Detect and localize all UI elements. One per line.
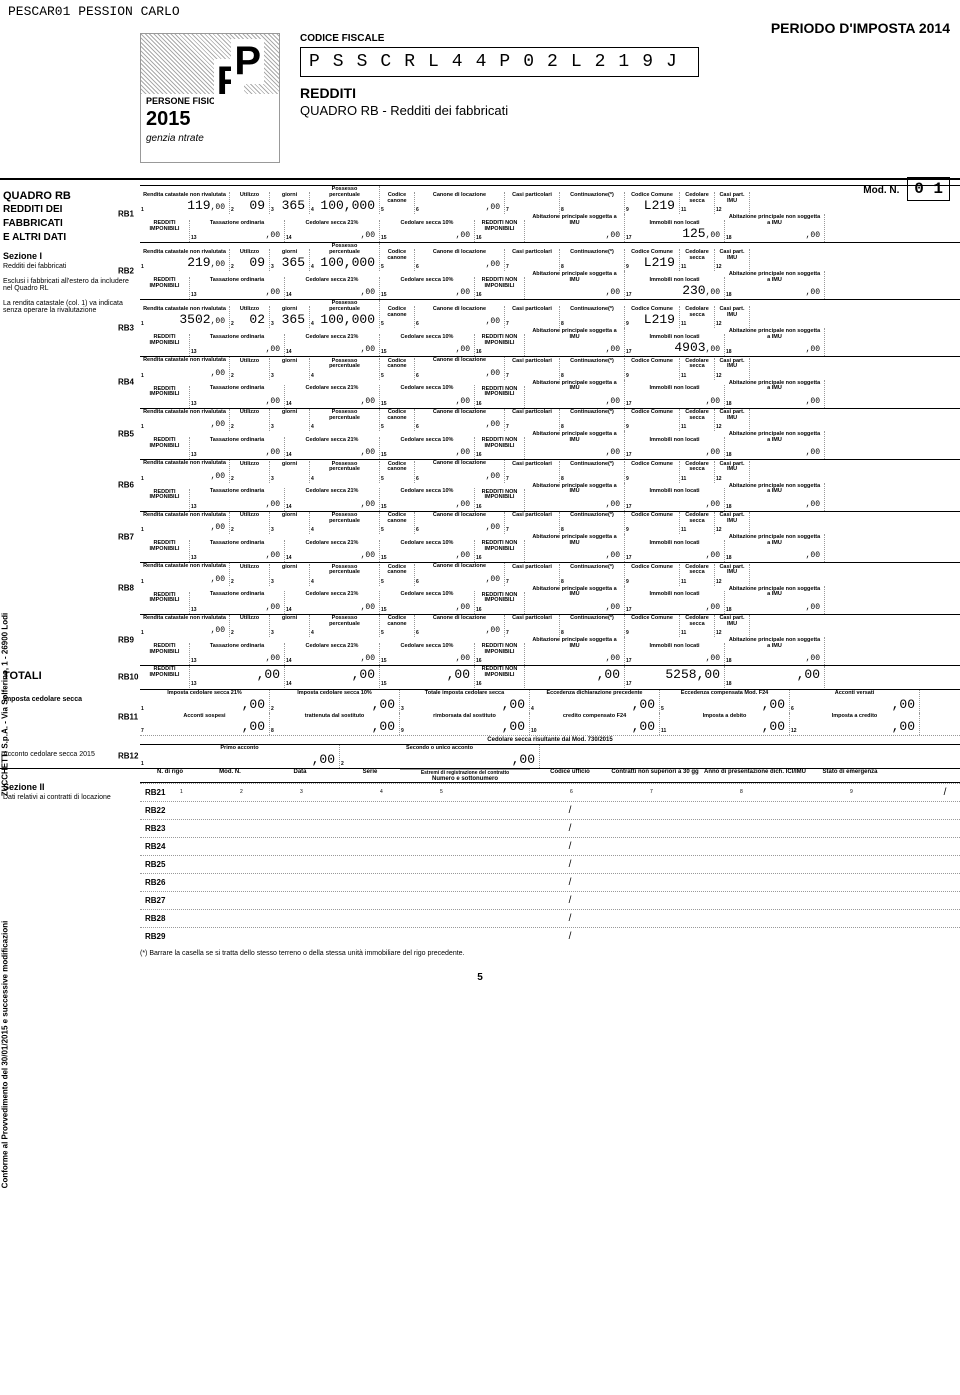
- contract-row-rb24: RB24/: [140, 837, 960, 855]
- rb-row-rb5: RB5 Rendita catastale non rivalutata1,00…: [140, 408, 960, 460]
- rendita-note: La rendita catastale (col. 1) va indicat…: [3, 300, 137, 314]
- redditi-dei: REDDITI DEI: [3, 204, 137, 215]
- sezione1-title: Sezione I: [3, 251, 137, 261]
- redditi-title: REDDITI: [300, 85, 960, 101]
- rb-row-rb8: RB8 Rendita catastale non rivalutata1,00…: [140, 562, 960, 614]
- esclusi-note: Esclusi i fabbricati all'estero da inclu…: [3, 278, 137, 292]
- fabbricati: FABBRICATI: [3, 218, 137, 229]
- contract-row-rb25: RB25/: [140, 855, 960, 873]
- logo-persone: PERSONE FISICHE: [141, 94, 279, 108]
- tax-period: PERIODO D'IMPOSTA 2014: [771, 20, 950, 36]
- form-logo: F PERSONE FISICHE 2015 genzia ntrate: [140, 33, 280, 163]
- imposta-ced-label: Imposta cedolare secca: [3, 696, 137, 703]
- contract-row-rb28: RB28/: [140, 909, 960, 927]
- contract-row-rb27: RB27/: [140, 891, 960, 909]
- totali-label: TOTALI: [3, 670, 137, 682]
- rb-row-rb2: RB2 Rendita catastale non rivalutata1219…: [140, 242, 960, 299]
- rb7-label: RB7: [118, 532, 134, 541]
- vertical-conformity: Conforme al Provvedimento del 30/01/2015…: [1, 921, 10, 1189]
- rb-row-rb4: RB4 Rendita catastale non rivalutata1,00…: [140, 356, 960, 408]
- rb5-label: RB5: [118, 429, 134, 438]
- logo-agency: genzia ntrate: [141, 131, 279, 146]
- rb4-label: RB4: [118, 378, 134, 387]
- contract-row-rb21: RB21123456789/: [140, 783, 960, 801]
- altri-dati: E ALTRI DATI: [3, 232, 137, 243]
- rb-row-rb3: RB3 Rendita catastale non rivalutata1350…: [140, 299, 960, 356]
- page-number: 5: [0, 962, 960, 993]
- rb2-label: RB2: [118, 267, 134, 276]
- rb-row-rb6: RB6 Rendita catastale non rivalutata1,00…: [140, 459, 960, 511]
- contract-row-rb29: RB29/: [140, 927, 960, 945]
- rb11-label: RB11: [118, 713, 138, 722]
- totali-immob-nl: 5258: [665, 667, 696, 682]
- fiscal-code: PSSCRL44P02L219J: [300, 47, 699, 77]
- rb-row-rb9: RB9 Rendita catastale non rivalutata1,00…: [140, 614, 960, 666]
- rb3-label: RB3: [118, 324, 134, 333]
- rb-row-rb7: RB7 Rendita catastale non rivalutata1,00…: [140, 511, 960, 563]
- sezione2-title: Sezione II: [3, 782, 137, 792]
- contract-row-rb22: RB22/: [140, 801, 960, 819]
- contract-row-rb26: RB26/: [140, 873, 960, 891]
- rb6-label: RB6: [118, 481, 134, 490]
- rb10-label: RB10: [118, 673, 138, 682]
- logo-year: 2015: [141, 108, 279, 131]
- rb12-label: RB12: [118, 752, 138, 761]
- sezione1-sub: Redditi dei fabbricati: [3, 263, 137, 270]
- acconto-ced-label: Acconto cedolare secca 2015: [3, 751, 137, 758]
- rb9-label: RB9: [118, 635, 134, 644]
- quadro-title: QUADRO RB - Redditi dei fabbricati: [300, 103, 960, 118]
- footnote: (*) Barrare la casella se si tratta dell…: [0, 945, 960, 962]
- quadro-rb-title: QUADRO RB: [3, 190, 137, 202]
- contract-row-rb23: RB23/: [140, 819, 960, 837]
- rb-row-rb1: RB1 Rendita catastale non rivalutata1119…: [140, 185, 960, 242]
- rb1-label: RB1: [118, 210, 134, 219]
- sezione2-sub: Dati relativi ai contratti di locazione: [3, 794, 137, 801]
- rb8-label: RB8: [118, 584, 134, 593]
